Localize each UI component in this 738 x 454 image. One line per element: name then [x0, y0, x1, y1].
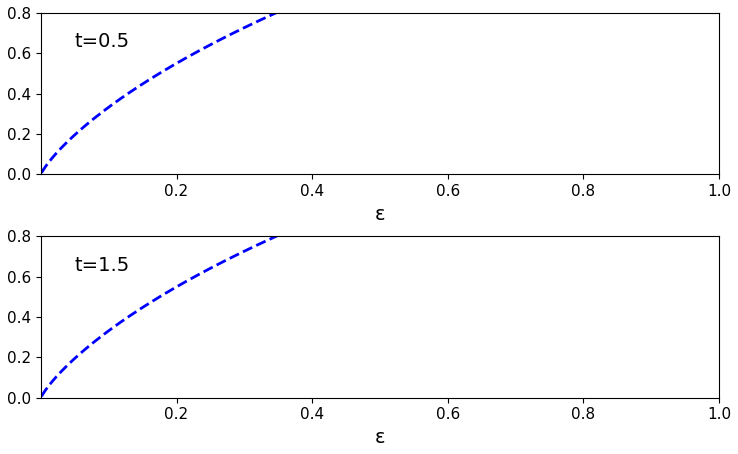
X-axis label: ε: ε — [375, 428, 385, 447]
X-axis label: ε: ε — [375, 205, 385, 223]
Text: t=1.5: t=1.5 — [75, 256, 130, 275]
Text: t=0.5: t=0.5 — [75, 32, 130, 51]
